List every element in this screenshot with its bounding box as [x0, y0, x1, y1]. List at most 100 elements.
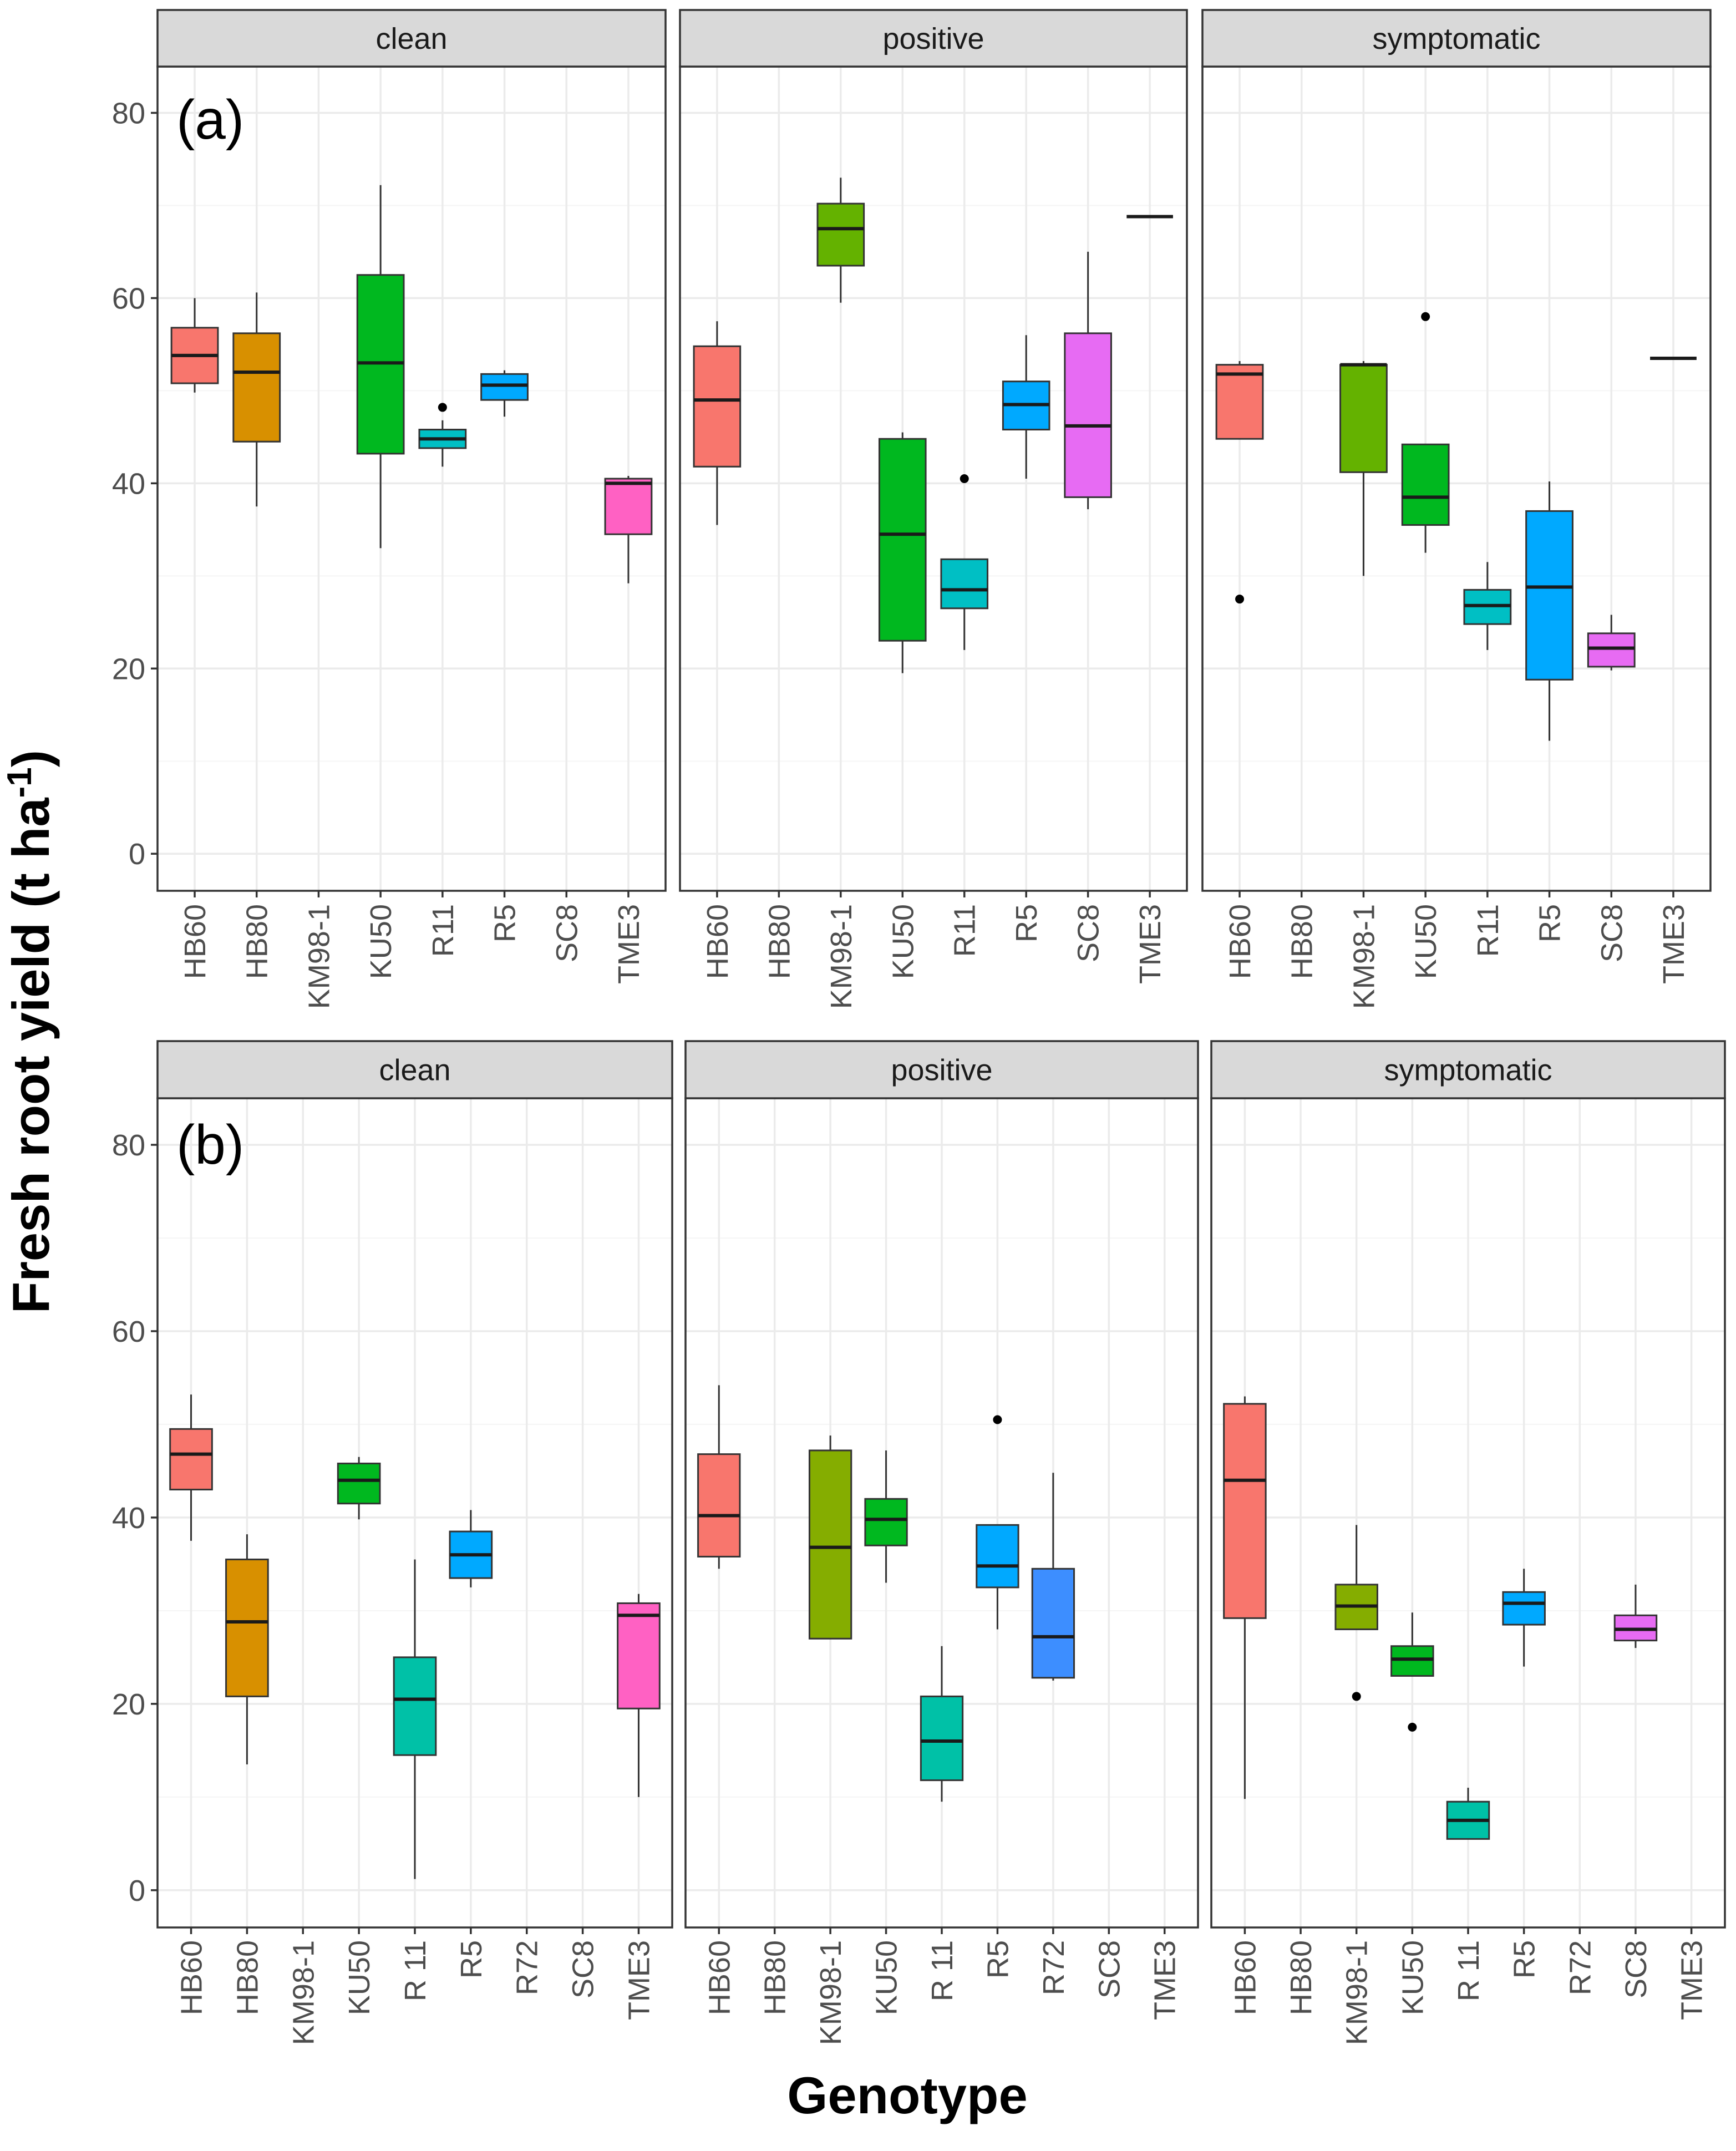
box-HB80 [232, 292, 281, 507]
outlier-point [1408, 1722, 1417, 1732]
x-tick-label: HB60 [701, 904, 734, 979]
x-axis-title: Genotype [787, 2066, 1028, 2124]
facet-panel-clean: clean HB60 HB80 KM98-1 KU50 R11 R5 SC8 TME3 [156, 9, 667, 1009]
box-body [1223, 1403, 1267, 1619]
box-body [225, 1558, 269, 1697]
x-tick-label: R72 [1037, 1940, 1070, 1995]
facet-strip-label: positive [882, 22, 984, 55]
outlier-point [1421, 312, 1430, 321]
box-R5 [976, 1415, 1019, 1630]
y-tick-label: 0 [129, 838, 145, 871]
panel-background [1202, 67, 1710, 891]
y-axis-title-close: ) [2, 750, 60, 767]
chart-tag: (a) [176, 89, 244, 151]
box-R5 [1502, 1569, 1546, 1667]
facet-panel-clean: clean HB60 HB80 KM98-1 KU50 R 11 R5 R72 SC8 TME3 [156, 1040, 673, 2045]
facet-strip [156, 9, 667, 68]
facet-strip-label: clean [379, 1054, 450, 1087]
outlier-point [438, 403, 447, 412]
outlier-point [1235, 595, 1245, 604]
y-tick-label: 20 [112, 1688, 145, 1721]
y-axis-title-text: Fresh root yield (t ha [2, 798, 60, 1313]
facet-strip-label: symptomatic [1372, 22, 1540, 55]
x-tick-label: R11 [1471, 904, 1505, 957]
x-tick-label: R5 [1010, 904, 1043, 942]
x-tick-label: SC8 [1595, 904, 1628, 962]
box-R11 [418, 403, 467, 467]
box-KM98-1 [808, 1435, 852, 1640]
box-R11 [1446, 1788, 1490, 1840]
box-body [940, 558, 989, 610]
x-tick-label: HB80 [1286, 904, 1319, 979]
y-axis-title-superscript: -1 [1, 767, 39, 798]
box-body [1064, 332, 1112, 498]
x-tick-label: R72 [1564, 1940, 1597, 1995]
x-tick-label: KU50 [886, 904, 920, 979]
box-KM98-1 [1339, 361, 1388, 576]
x-tick-label: R 11 [1452, 1940, 1485, 2001]
x-tick-label: KM98-1 [287, 1940, 320, 2045]
x-tick-label: SC8 [1093, 1940, 1126, 1998]
box-R5 [449, 1510, 493, 1587]
box-KU50 [864, 1450, 908, 1583]
box-HB60 [1223, 1396, 1267, 1799]
x-tick-label: KM98-1 [1347, 904, 1380, 1009]
x-tick-label: R5 [455, 1940, 488, 1978]
box-R5 [1525, 481, 1573, 741]
facet-strip [156, 1040, 673, 1099]
facet-strip [1201, 9, 1712, 68]
facet-strip [684, 1040, 1199, 1099]
chart-tag: (b) [176, 1114, 244, 1176]
x-tick-label: KU50 [364, 904, 398, 979]
box-R11 [920, 1646, 964, 1802]
x-tick-label: HB60 [1229, 1940, 1262, 2015]
box-TME3 [604, 475, 653, 584]
x-tick-label: HB60 [1224, 904, 1257, 979]
facet-panel-symptomatic: symptomatic HB60 HB80 KM98-1 KU50 R 11 R5 R72 SC… [1210, 1040, 1726, 2045]
box-body [697, 1453, 741, 1558]
box-body [1525, 510, 1573, 681]
box-body [878, 438, 927, 642]
x-tick-label: HB80 [759, 1940, 792, 2015]
box-body [976, 1524, 1019, 1589]
y-tick-label: 40 [112, 467, 145, 500]
box-R11 [940, 474, 989, 650]
box-SC8 [1613, 1584, 1658, 1648]
y-tick-label: 80 [112, 97, 145, 130]
box-HB80 [225, 1534, 269, 1765]
y-tick-label: 80 [112, 1129, 145, 1162]
x-tick-label: KM98-1 [825, 904, 858, 1009]
box-KU50 [878, 432, 927, 673]
box-SC8 [1064, 251, 1112, 510]
box-body [816, 202, 865, 267]
box-body [1587, 632, 1636, 668]
x-tick-label: R5 [981, 1940, 1014, 1978]
box-HB60 [697, 1385, 741, 1569]
box-KU50 [1390, 1612, 1434, 1732]
box-HB60 [169, 1394, 213, 1541]
box-SC8 [1587, 615, 1636, 671]
x-tick-label: KM98-1 [814, 1940, 847, 2045]
x-tick-label: TME3 [622, 1940, 656, 2020]
x-tick-label: R11 [427, 904, 460, 957]
outlier-point [960, 474, 969, 483]
box-body [1401, 443, 1450, 526]
y-tick-label: 0 [129, 1874, 145, 1908]
facet-strip [1210, 1040, 1726, 1099]
x-tick-label: R11 [948, 904, 982, 957]
x-tick-label: SC8 [567, 1940, 600, 1998]
box-body [1031, 1567, 1075, 1679]
x-tick-label: R72 [511, 1940, 544, 1995]
box-body [169, 1428, 213, 1491]
x-tick-label: HB60 [179, 904, 212, 979]
box-body [480, 373, 529, 401]
x-tick-label: KU50 [1396, 1940, 1429, 2015]
box-KU50 [356, 185, 405, 549]
y-axis-title: Fresh root yield (t ha-1) [1, 750, 60, 1313]
x-tick-label: HB80 [231, 1940, 264, 2015]
box-KU50 [337, 1457, 381, 1520]
box-body [864, 1498, 908, 1546]
